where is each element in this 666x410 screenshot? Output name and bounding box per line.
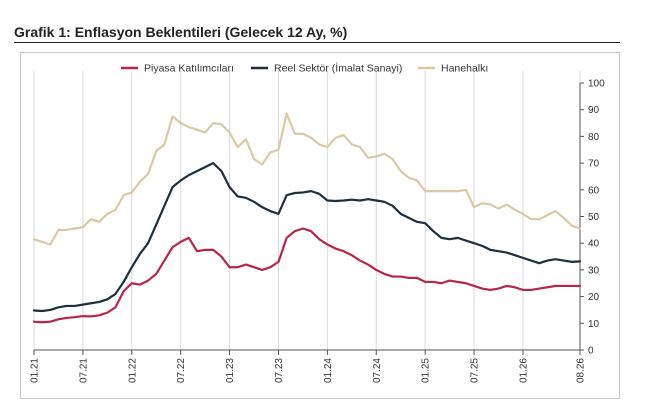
y-tick-label: 40: [588, 239, 600, 250]
x-tick-label: 07.23: [274, 358, 285, 383]
y-tick-label: 90: [588, 105, 600, 116]
chart-title: Grafik 1: Enflasyon Beklentileri (Gelece…: [14, 24, 348, 40]
x-tick-label: 01.21: [30, 358, 41, 383]
y-tick-label: 30: [588, 265, 600, 276]
axis-layer: 01.21 07.21 01.22 07.22 01.23 07.23 01.24 07.24…: [30, 79, 606, 384]
series-line-1: [32, 227, 582, 324]
x-tick-label: 01.24: [323, 358, 334, 383]
series-layer: [32, 112, 582, 324]
y-tick-label: 70: [588, 159, 600, 170]
series-line-2: [32, 162, 582, 313]
legend-layer: Piyasa Katılımcıları Reel Sektör (İmalat …: [121, 62, 488, 75]
title-divider: [14, 42, 620, 43]
x-tick-label: 01.22: [127, 358, 138, 383]
y-tick-label: 50: [588, 212, 600, 223]
x-tick-label: 01.26: [518, 358, 529, 383]
x-tick-label: 08.26: [576, 358, 587, 383]
x-tick-label: 07.25: [470, 358, 481, 383]
y-tick-label: 80: [588, 132, 600, 143]
legend-label: Reel Sektör (İmalat Sanayi): [274, 62, 402, 75]
y-tick-label: 10: [588, 319, 600, 330]
y-tick-label: 20: [588, 292, 600, 303]
y-tick-label: 100: [588, 79, 605, 90]
series-line-3: [32, 112, 582, 246]
legend-label: Hanehalkı: [441, 63, 488, 75]
legend-label: Piyasa Katılımcıları: [144, 63, 234, 75]
y-tick-label: 0: [588, 346, 594, 357]
chart-frame: [20, 52, 620, 399]
x-tick-label: 07.22: [176, 358, 187, 383]
x-tick-label: 07.24: [372, 358, 383, 383]
y-tick-label: 60: [588, 185, 600, 196]
x-tick-label: 01.23: [225, 358, 236, 383]
x-tick-label: 07.21: [78, 358, 89, 383]
x-tick-label: 01.25: [421, 358, 432, 383]
